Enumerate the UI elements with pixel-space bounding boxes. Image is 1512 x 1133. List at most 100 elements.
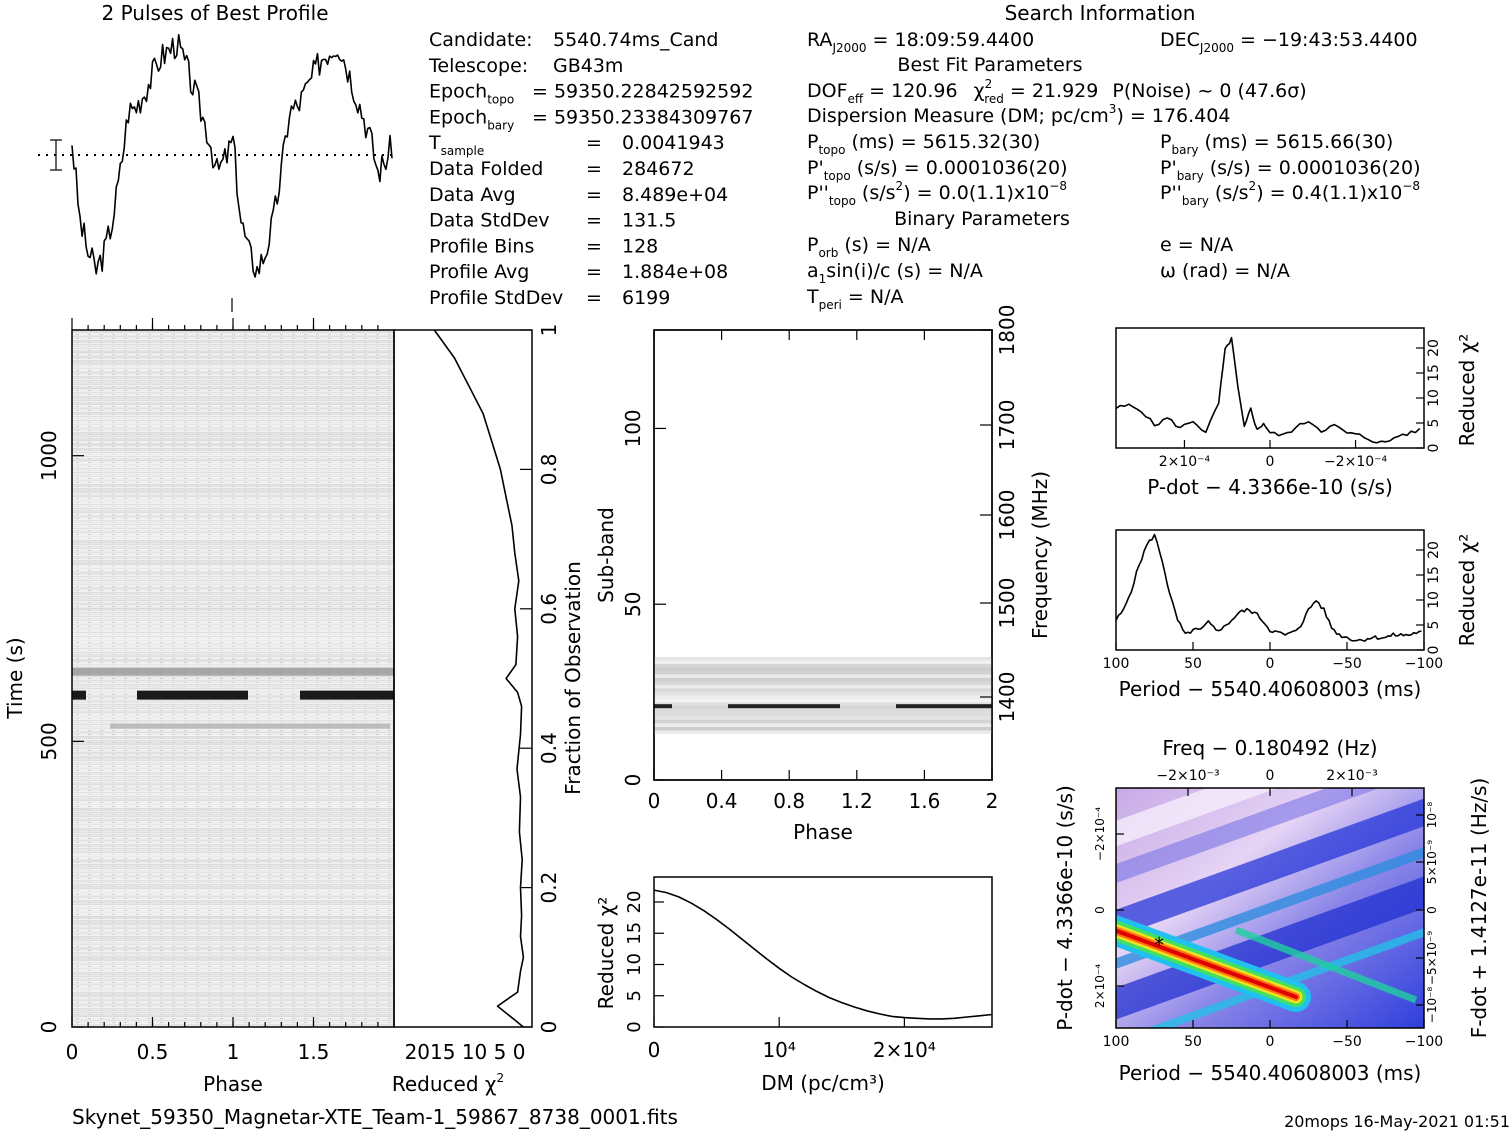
subband-row	[654, 670, 992, 675]
time-row	[72, 581, 394, 585]
pp-ytick: −2×10⁻⁴	[1093, 807, 1107, 861]
subband-xtick: 1.6	[908, 789, 940, 813]
time-row	[72, 448, 394, 452]
time-row	[72, 761, 394, 765]
time-phase-plot: 0 0.5 1 1.5 0 500 1000 Phase Time (s)	[3, 298, 395, 1096]
param-5: Data Folded = 284672	[429, 158, 695, 180]
small-ytick: 15	[1426, 364, 1442, 382]
footer-stamp: 20mops 16-May-2021 01:51	[1284, 1112, 1510, 1131]
time-row	[72, 797, 394, 801]
search-information-block: Search Information Candidate: 5540.74ms_C…	[428, 1, 1420, 312]
time-row	[72, 376, 394, 380]
dm-ytick: 20	[624, 891, 645, 914]
time-row	[72, 905, 394, 909]
time-chi2-ytick: 0.4	[537, 732, 561, 764]
pdot-chi2-plot: 2×10⁻⁴ 0 −2×10⁻⁴ 0 5 10 15 20 P-dot − 4.3366e-1…	[1115, 327, 1479, 499]
binary-header: Binary Parameters	[894, 208, 1070, 230]
subband-row	[654, 656, 992, 661]
time-chi2-ytick: 0	[537, 1021, 561, 1034]
time-row	[72, 401, 394, 405]
small-xtick: 0	[1266, 656, 1275, 672]
param-1: Telescope: GB43m	[428, 55, 623, 77]
time-row	[72, 664, 394, 668]
time-row	[72, 715, 394, 719]
time-row	[72, 360, 394, 364]
subband-row	[654, 723, 992, 727]
dm-chi2-ylabel: Reduced χ²	[594, 897, 618, 1010]
subband-plot: 0 0.4 0.8 1.2 1.6 2 0 50 100 1400 1500 1600 1700 1800…	[594, 305, 1052, 844]
time-row	[72, 833, 394, 837]
pdot-topo-line: P'topo (s/s) = 0.0001036(20)	[807, 157, 1067, 183]
subband-xtick: 0.8	[773, 789, 805, 813]
time-row	[72, 993, 394, 997]
time-row	[72, 910, 394, 914]
time-row	[72, 586, 394, 590]
time-row	[72, 484, 394, 488]
time-row	[72, 653, 394, 657]
pp-stripe	[1116, 788, 1380, 884]
dm-xtick: 10⁴	[762, 1038, 795, 1062]
time-row	[72, 422, 394, 426]
small-ytick: 5	[1426, 419, 1442, 428]
small-ytick: 20	[1426, 541, 1442, 559]
time-row	[72, 545, 394, 549]
time-row	[72, 941, 394, 945]
time-row	[72, 1013, 394, 1017]
time-phase-xtick: 0.5	[137, 1040, 169, 1064]
subband-row	[654, 695, 992, 699]
subband-row	[654, 677, 992, 682]
pp-xtick: 50	[1184, 1034, 1202, 1050]
time-row	[72, 874, 394, 878]
time-row	[72, 432, 394, 436]
period-chi2-ylabel: Reduced χ²	[1455, 534, 1479, 647]
time-phase-xlabel: Phase	[203, 1072, 263, 1096]
subband-row	[654, 688, 992, 692]
dec-line: DECJ2000 = −19:43:53.4400	[1160, 29, 1418, 55]
time-row	[72, 998, 394, 1002]
param-9: Profile Avg = 1.884e+08	[429, 261, 728, 283]
time-phase-ylabel: Time (s)	[3, 637, 27, 719]
time-row	[72, 525, 394, 529]
p-topo-line: Ptopo (ms) = 5615.32(30)	[807, 131, 1040, 157]
time-row	[72, 365, 394, 369]
small-xtick: −50	[1332, 656, 1362, 672]
time-row	[72, 751, 394, 755]
time-row	[72, 417, 394, 421]
time-row	[72, 381, 394, 385]
time-row	[72, 427, 394, 431]
subband-row	[654, 691, 992, 696]
small-ytick: 20	[1426, 339, 1442, 357]
subband-row	[654, 698, 992, 703]
param-10: Profile StdDev = 6199	[429, 287, 670, 309]
time-row	[72, 720, 394, 724]
dm-line: Dispersion Measure (DM; pc/cm3) = 176.40…	[807, 102, 1230, 127]
time-row	[72, 746, 394, 750]
time-chi2-ytick: 0.6	[537, 593, 561, 625]
pp-stripe	[1116, 798, 1424, 938]
period-pdot-plot: Freq − 0.180492 (Hz) * 100 50 0 −50 −100 −2×1…	[1053, 736, 1491, 1085]
time-row	[72, 921, 394, 925]
time-row	[72, 787, 394, 791]
time-row	[72, 396, 394, 400]
time-row	[72, 772, 394, 776]
pdot-bary-line: P'bary (s/s) = 0.0001036(20)	[1160, 157, 1420, 183]
period-pdot-ylabel2: F-dot + 1.4127e-11 (Hz/s)	[1467, 778, 1491, 1039]
time-row	[72, 710, 394, 714]
time-row	[72, 550, 394, 554]
time-row	[72, 658, 394, 662]
subband-xlabel: Phase	[793, 820, 853, 844]
profile-plot	[38, 33, 395, 278]
time-chi2-xlabel: Reduced χ2	[392, 1071, 504, 1096]
dm-chi2-xlabel: DM (pc/cm³)	[761, 1071, 885, 1095]
time-row	[72, 509, 394, 513]
subband-row	[654, 719, 992, 724]
dm-chi2-frame	[653, 876, 993, 1028]
pdot-chi2-frame	[1115, 327, 1425, 449]
time-row	[72, 391, 394, 395]
time-row	[72, 412, 394, 416]
dm-chi2-plot: 0 10⁴ 2×10⁴ 0 5 10 15 20 DM (pc/cm³) Reduced χ²	[594, 876, 993, 1095]
dm-ytick: 15	[624, 922, 645, 945]
param-3: Epochbary = 59350.23384309767	[429, 106, 753, 132]
time-row	[72, 730, 394, 734]
